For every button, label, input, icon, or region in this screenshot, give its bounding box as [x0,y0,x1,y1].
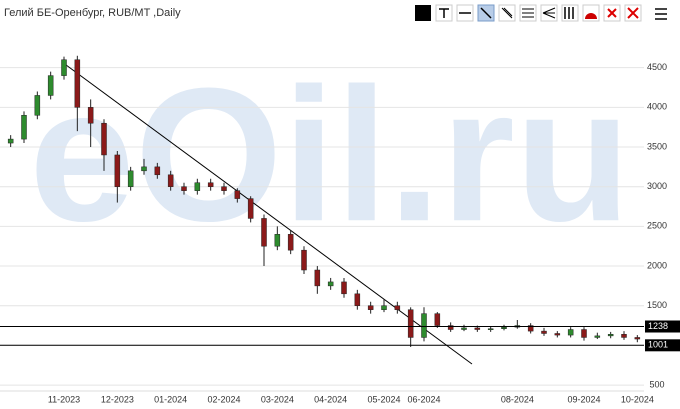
candle-body [261,218,267,247]
candle-body [461,327,467,330]
candle-body [487,328,494,330]
candle-body [234,190,241,199]
candle-body [47,75,54,96]
x-tick-label: 06-2024 [407,394,440,404]
candle-body [434,313,441,326]
candle-body [567,329,574,336]
tool-vlines[interactable] [561,4,579,22]
candle-body [7,138,14,144]
y-tick-label: 4000 [647,102,667,112]
tool-ray[interactable] [498,4,516,22]
toolbar [415,4,667,22]
candle-body [554,333,561,336]
level-label-box [645,320,680,333]
x-tick-label: 10-2024 [621,394,654,404]
candle-body [141,166,147,172]
tool-arcs[interactable] [582,4,600,22]
level-label: 1238 [648,321,668,331]
candle-body [594,335,601,338]
candle-body [87,107,94,124]
candle-body [154,166,161,176]
tool-delete[interactable] [603,4,621,22]
x-tick-label: 03-2024 [261,394,294,404]
candle-body [314,269,321,287]
candle-body [354,293,361,306]
candle-body [194,182,201,191]
candle-body [581,329,587,338]
x-tick-label: 02-2024 [207,394,240,404]
candle-body [341,281,347,295]
candle-body [327,281,334,287]
candle-body [207,182,214,187]
candle-body [74,59,81,108]
candle-body [167,174,174,187]
y-tick-label: 2000 [647,260,667,270]
level-label-box [645,339,680,352]
candle-body [527,325,534,332]
candle-body [394,305,401,310]
x-tick-label: 12-2023 [101,394,134,404]
x-tick-label: 08-2024 [501,394,534,404]
tool-trendline[interactable] [477,4,495,22]
x-tick-label: 01-2024 [154,394,187,404]
level-label: 1001 [648,340,668,350]
candle-body [114,154,121,187]
candle-body [541,330,547,334]
candle-body [301,249,307,271]
candle-body [367,305,374,310]
candle-body [181,186,187,191]
tool-delete-all[interactable] [624,4,642,22]
trend-line [61,61,473,365]
candle-body [274,234,281,247]
watermark: eOil.ru [29,49,631,261]
tool-fan[interactable] [540,4,558,22]
chart-title: Гелий БЕ-Оренбург, RUB/MT ,Daily [4,7,181,19]
candle-body [34,95,41,116]
candle-body [621,334,627,338]
y-tick-label: 2500 [647,221,667,231]
tool-channel[interactable] [519,4,537,22]
menu-button[interactable] [655,8,667,20]
candle-body [474,327,481,330]
candle-body [407,309,414,338]
tool-text[interactable] [435,4,453,22]
candle-body [421,313,427,338]
candle-body [21,115,27,140]
tool-hline[interactable] [456,4,474,22]
candle-body [127,170,134,187]
y-tick-label: 4500 [647,62,667,72]
candle-body [447,325,454,330]
x-tick-label: 05-2024 [367,394,400,404]
candle-body [287,234,294,251]
x-tick-label: 11-2023 [48,394,80,404]
y-tick-label: 3000 [647,181,667,191]
candle-body [61,59,67,76]
candle-body [247,198,254,219]
candle-body [501,326,507,329]
tool-color[interactable] [415,5,431,21]
candle-body [221,186,227,191]
candle-body [101,122,107,156]
candle-body [634,337,641,340]
y-tick-label: 3500 [647,141,667,151]
y-tick-label: 1500 [647,300,667,310]
x-tick-label: 04-2024 [314,394,347,404]
candle-body [381,305,387,310]
x-tick-label: 09-2024 [567,394,600,404]
y-tick-label: 500 [649,379,664,389]
candle-body [607,334,614,337]
